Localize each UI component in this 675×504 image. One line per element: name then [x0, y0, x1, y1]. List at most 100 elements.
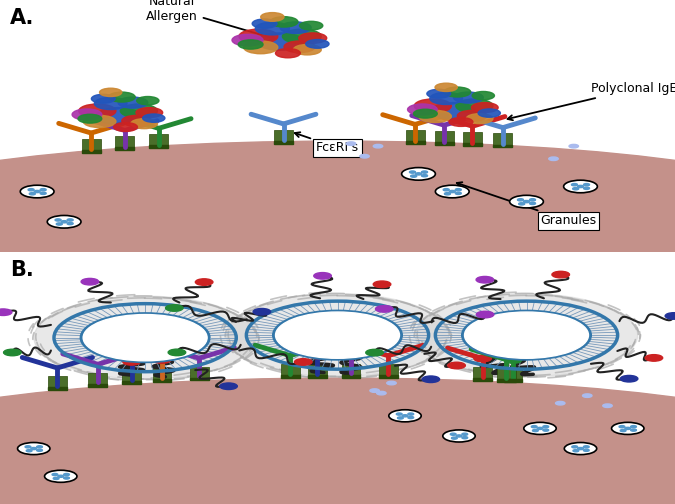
Bar — [504, 380, 522, 382]
Circle shape — [63, 477, 70, 479]
Circle shape — [270, 17, 298, 27]
Circle shape — [40, 188, 46, 191]
Circle shape — [449, 117, 473, 127]
Circle shape — [142, 114, 165, 122]
Circle shape — [455, 192, 461, 195]
Circle shape — [471, 103, 498, 112]
Circle shape — [630, 429, 637, 431]
Circle shape — [529, 202, 535, 205]
Circle shape — [34, 191, 40, 193]
Circle shape — [136, 97, 159, 105]
Circle shape — [168, 349, 186, 356]
Circle shape — [472, 92, 494, 100]
Circle shape — [72, 109, 102, 120]
Circle shape — [398, 417, 403, 419]
Text: Natural
Allergen: Natural Allergen — [146, 0, 275, 40]
Circle shape — [294, 359, 312, 365]
Bar — [115, 136, 134, 150]
Circle shape — [619, 425, 625, 428]
Circle shape — [416, 173, 421, 175]
Circle shape — [518, 199, 524, 201]
Circle shape — [28, 188, 34, 191]
Circle shape — [45, 470, 77, 482]
Circle shape — [308, 352, 326, 359]
Circle shape — [564, 180, 597, 193]
Ellipse shape — [0, 141, 675, 292]
Circle shape — [370, 389, 379, 392]
Circle shape — [408, 413, 414, 415]
Bar — [281, 364, 300, 378]
Bar — [82, 150, 101, 153]
Circle shape — [113, 122, 138, 132]
Circle shape — [253, 308, 271, 315]
Circle shape — [625, 427, 630, 429]
Bar — [379, 364, 398, 378]
Circle shape — [418, 110, 452, 122]
Bar — [153, 380, 171, 382]
Circle shape — [510, 196, 543, 208]
Circle shape — [25, 446, 31, 448]
Circle shape — [58, 475, 63, 477]
Circle shape — [430, 92, 462, 104]
Circle shape — [414, 109, 437, 118]
Circle shape — [34, 296, 256, 379]
Circle shape — [583, 183, 589, 186]
Circle shape — [504, 357, 522, 363]
Circle shape — [450, 191, 455, 193]
Circle shape — [255, 22, 290, 35]
Bar — [122, 382, 141, 384]
Circle shape — [31, 448, 36, 450]
Bar — [493, 134, 512, 147]
Circle shape — [415, 294, 638, 376]
Text: B.: B. — [10, 260, 34, 280]
Bar — [88, 372, 107, 387]
Circle shape — [455, 188, 461, 191]
Circle shape — [56, 223, 62, 225]
Circle shape — [239, 29, 278, 44]
Bar — [473, 378, 492, 381]
Circle shape — [583, 449, 589, 452]
Circle shape — [612, 422, 644, 434]
Circle shape — [552, 271, 570, 278]
Circle shape — [83, 314, 207, 361]
Circle shape — [40, 192, 46, 195]
Bar — [435, 131, 454, 145]
Circle shape — [422, 376, 439, 383]
Circle shape — [360, 154, 369, 158]
Ellipse shape — [0, 174, 675, 310]
Circle shape — [53, 477, 59, 479]
Circle shape — [99, 88, 122, 97]
Bar — [149, 145, 168, 148]
Circle shape — [91, 94, 115, 103]
Circle shape — [0, 309, 12, 316]
Circle shape — [67, 222, 73, 225]
Circle shape — [294, 44, 321, 55]
Circle shape — [458, 110, 487, 121]
Bar — [308, 375, 327, 377]
Circle shape — [645, 355, 663, 361]
Circle shape — [118, 97, 148, 108]
Ellipse shape — [0, 378, 675, 504]
Bar — [406, 141, 425, 144]
Circle shape — [464, 312, 589, 358]
Circle shape — [165, 305, 183, 311]
Text: A.: A. — [10, 8, 34, 28]
Bar — [504, 368, 522, 382]
Circle shape — [478, 109, 500, 117]
Circle shape — [443, 188, 450, 191]
Bar — [82, 139, 101, 153]
Circle shape — [67, 219, 73, 221]
Bar — [473, 367, 492, 381]
Circle shape — [583, 187, 589, 190]
Circle shape — [448, 362, 465, 369]
Circle shape — [452, 437, 457, 439]
Circle shape — [524, 201, 529, 203]
Circle shape — [456, 435, 462, 437]
Text: FcεRI's: FcεRI's — [295, 132, 359, 154]
Circle shape — [232, 34, 263, 46]
Circle shape — [375, 305, 393, 312]
Circle shape — [377, 391, 386, 395]
Circle shape — [431, 103, 476, 119]
Circle shape — [83, 115, 116, 128]
Circle shape — [18, 443, 50, 455]
